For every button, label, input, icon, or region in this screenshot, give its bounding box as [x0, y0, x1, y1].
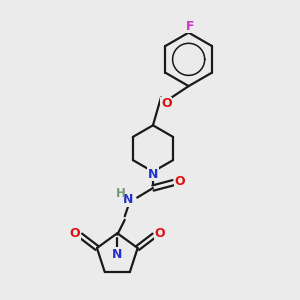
Text: F: F — [186, 20, 194, 33]
Text: O: O — [174, 175, 185, 188]
Text: H: H — [116, 188, 126, 200]
Text: O: O — [69, 226, 80, 240]
Text: N: N — [112, 248, 122, 261]
Text: N: N — [148, 168, 158, 181]
Text: O: O — [161, 98, 172, 110]
Text: O: O — [154, 226, 165, 240]
Text: N: N — [123, 194, 134, 206]
